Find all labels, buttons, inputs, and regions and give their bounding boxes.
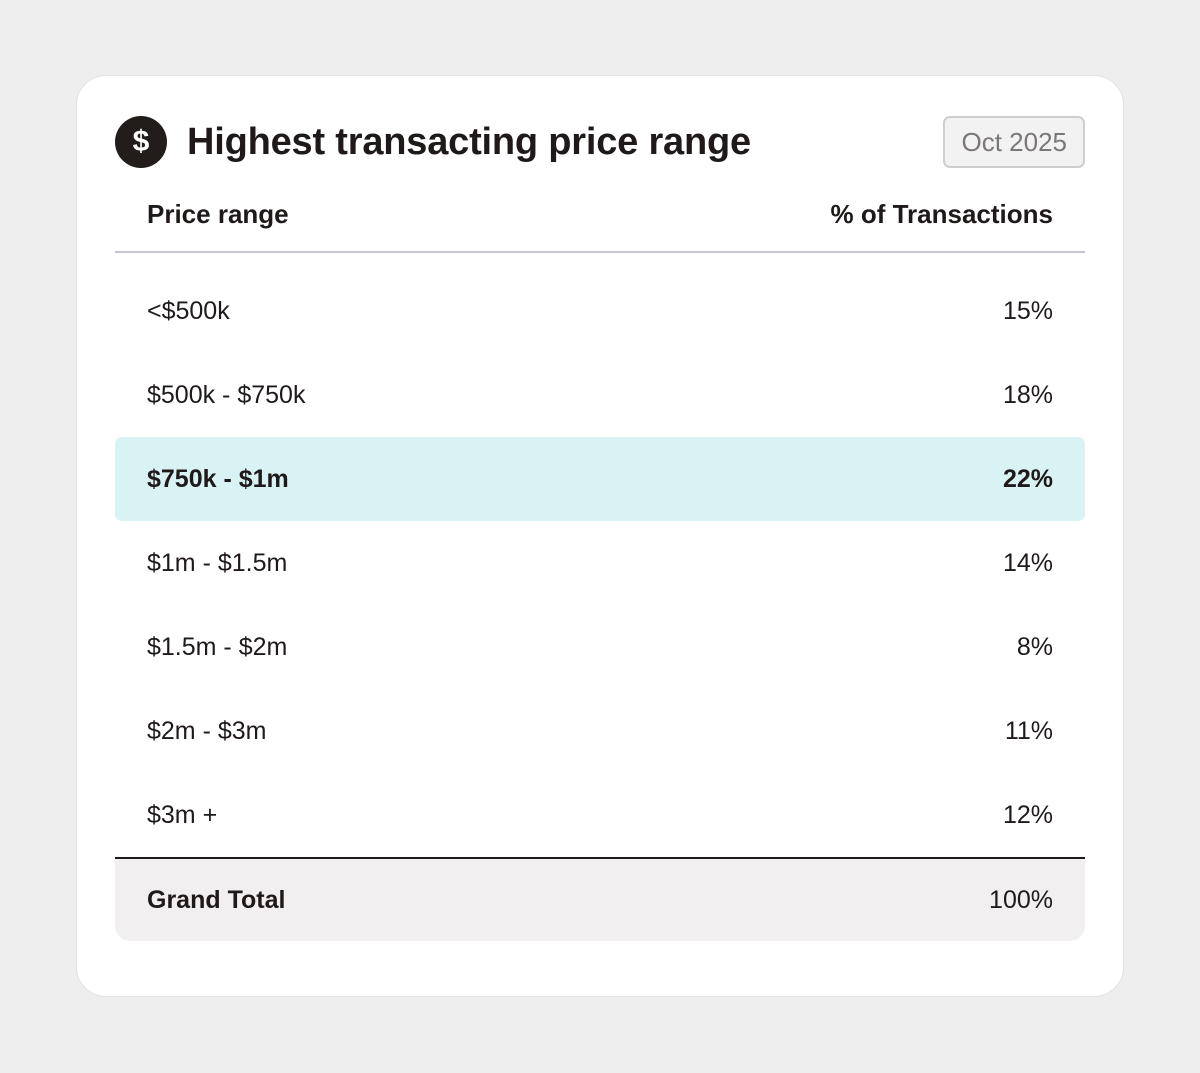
price-range-table: Price range % of Transactions <$500k 15%…: [115, 177, 1085, 941]
price-range-cell: $2m - $3m: [147, 716, 267, 745]
price-range-card: $ Highest transacting price range Oct 20…: [76, 75, 1124, 997]
table-row: $3m + 12%: [115, 773, 1085, 857]
grand-total-value: 100%: [989, 885, 1053, 914]
table-row: $1m - $1.5m 14%: [115, 521, 1085, 605]
table-row: $2m - $3m 11%: [115, 689, 1085, 773]
price-range-cell: $1m - $1.5m: [147, 548, 288, 577]
card-title: Highest transacting price range: [187, 120, 751, 163]
percent-cell: 12%: [1002, 800, 1053, 829]
header-left: $ Highest transacting price range: [115, 116, 751, 168]
column-header-price-range: Price range: [147, 198, 289, 229]
price-range-cell: $500k - $750k: [147, 380, 306, 409]
grand-total-row: Grand Total 100%: [115, 857, 1085, 941]
percent-cell: 14%: [1002, 548, 1053, 577]
table-body: <$500k 15% $500k - $750k 18% $750k - $1m…: [115, 253, 1085, 857]
table-header: Price range % of Transactions: [115, 177, 1085, 253]
grand-total-label: Grand Total: [147, 885, 286, 914]
column-header-percent-transactions: % of Transactions: [830, 198, 1054, 229]
percent-cell: 11%: [1004, 716, 1053, 745]
table-row: <$500k 15%: [115, 269, 1085, 353]
percent-cell: 15%: [1002, 296, 1053, 325]
dollar-icon: $: [115, 116, 167, 168]
card-header: $ Highest transacting price range Oct 20…: [115, 115, 1085, 169]
price-range-cell: $3m +: [147, 800, 218, 829]
price-range-cell: $750k - $1m: [147, 464, 289, 493]
table-row: $500k - $750k 18%: [115, 353, 1085, 437]
price-range-cell: <$500k: [147, 296, 230, 325]
date-badge[interactable]: Oct 2025: [943, 116, 1085, 168]
percent-cell: 18%: [1002, 380, 1053, 409]
percent-cell: 22%: [1002, 464, 1053, 493]
table-row: $1.5m - $2m 8%: [115, 605, 1085, 689]
percent-cell: 8%: [1016, 632, 1053, 661]
price-range-cell: $1.5m - $2m: [147, 632, 288, 661]
table-row-highlighted: $750k - $1m 22%: [115, 437, 1085, 521]
